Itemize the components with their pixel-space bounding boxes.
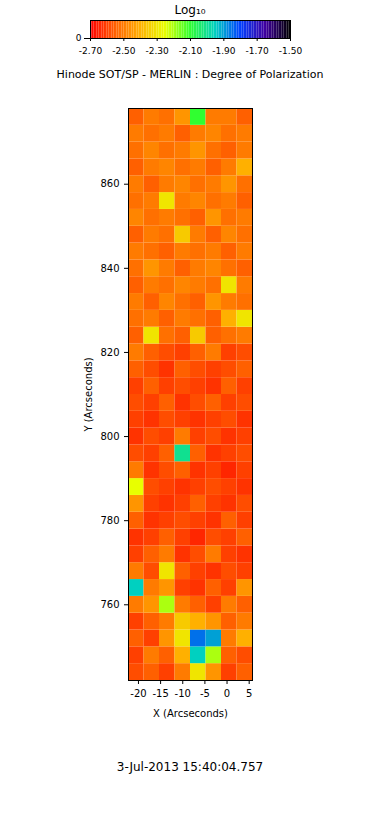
- svg-text:-15: -15: [152, 688, 168, 699]
- svg-text:860: 860: [100, 178, 119, 189]
- svg-text:-5: -5: [200, 688, 210, 699]
- svg-text:5: 5: [246, 688, 252, 699]
- svg-text:0: 0: [76, 33, 82, 43]
- svg-text:-2.70: -2.70: [79, 46, 103, 56]
- svg-text:780: 780: [100, 515, 119, 526]
- svg-text:-1.70: -1.70: [246, 46, 270, 56]
- svg-text:-1.90: -1.90: [212, 46, 236, 56]
- html-text:Hinode SOT/SP - MERLIN : Degre: Hinode SOT/SP - MERLIN : Degree of Polar…: [56, 68, 324, 81]
- svg-text:-10: -10: [175, 688, 191, 699]
- svg-text:-2.50: -2.50: [112, 46, 136, 56]
- svg-text:800: 800: [100, 431, 119, 442]
- svg-text:840: 840: [100, 263, 119, 274]
- svg-text:X (Arcseconds): X (Arcseconds): [153, 708, 228, 719]
- svg-text:-20: -20: [130, 688, 146, 699]
- html-text:Log₁₀: Log₁₀: [174, 3, 206, 17]
- svg-text:Y (Arcseconds): Y (Arcseconds): [83, 357, 94, 432]
- svg-text:760: 760: [100, 599, 119, 610]
- html-text:3-Jul-2013 15:40:04.757: 3-Jul-2013 15:40:04.757: [116, 760, 264, 774]
- svg-text:820: 820: [100, 347, 119, 358]
- svg-text:-2.30: -2.30: [146, 46, 170, 56]
- svg-text:-1.50: -1.50: [279, 46, 303, 56]
- svg-text:0: 0: [224, 688, 230, 699]
- svg-text:-2.10: -2.10: [179, 46, 203, 56]
